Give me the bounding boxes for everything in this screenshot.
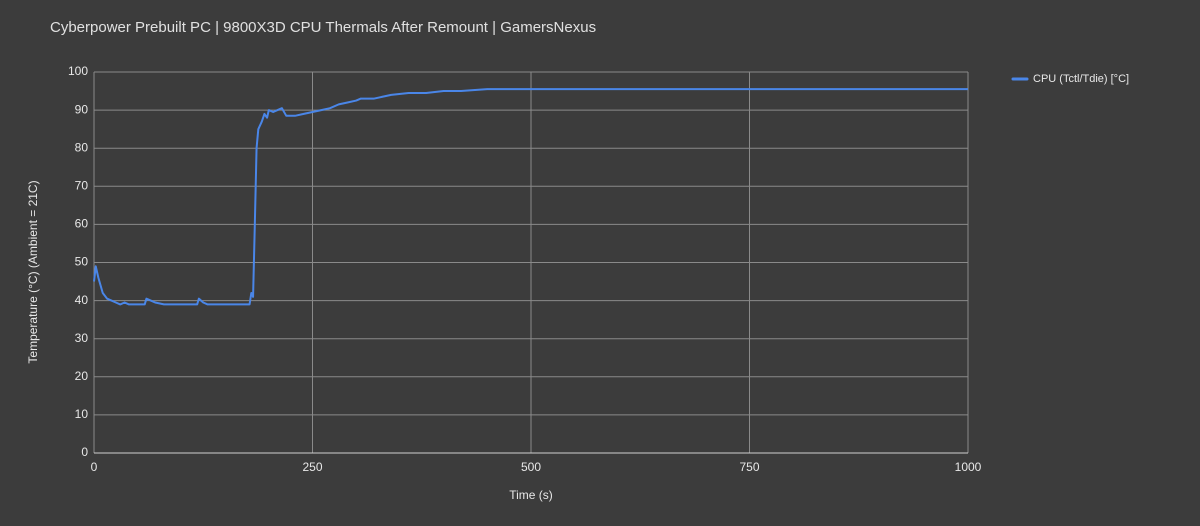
y-tick-label: 70: [75, 178, 89, 192]
x-tick-label: 1000: [955, 460, 982, 474]
y-axis-title: Temperature (°C) (Ambient = 21C): [26, 180, 40, 363]
y-tick-label: 60: [75, 217, 89, 231]
y-tick-label: 10: [75, 407, 89, 421]
y-tick-label: 0: [81, 445, 88, 459]
x-tick-label: 0: [91, 460, 98, 474]
legend-label: CPU (Tctl/Tdie) [°C]: [1033, 73, 1129, 85]
y-tick-label: 100: [68, 64, 88, 78]
x-tick-label: 750: [739, 460, 759, 474]
data-line: [93, 88, 968, 306]
y-tick-label: 30: [75, 331, 89, 345]
chart-title: Cyberpower Prebuilt PC | 9800X3D CPU The…: [50, 19, 596, 36]
y-tick-label: 40: [75, 293, 89, 307]
y-tick-label: 50: [75, 255, 89, 269]
x-tick-label: 250: [302, 460, 322, 474]
x-tick-label: 500: [521, 460, 541, 474]
y-tick-label: 90: [75, 102, 89, 116]
y-tick-label: 80: [75, 140, 89, 154]
x-axis-title: Time (s): [509, 488, 553, 502]
y-tick-label: 20: [75, 369, 89, 383]
